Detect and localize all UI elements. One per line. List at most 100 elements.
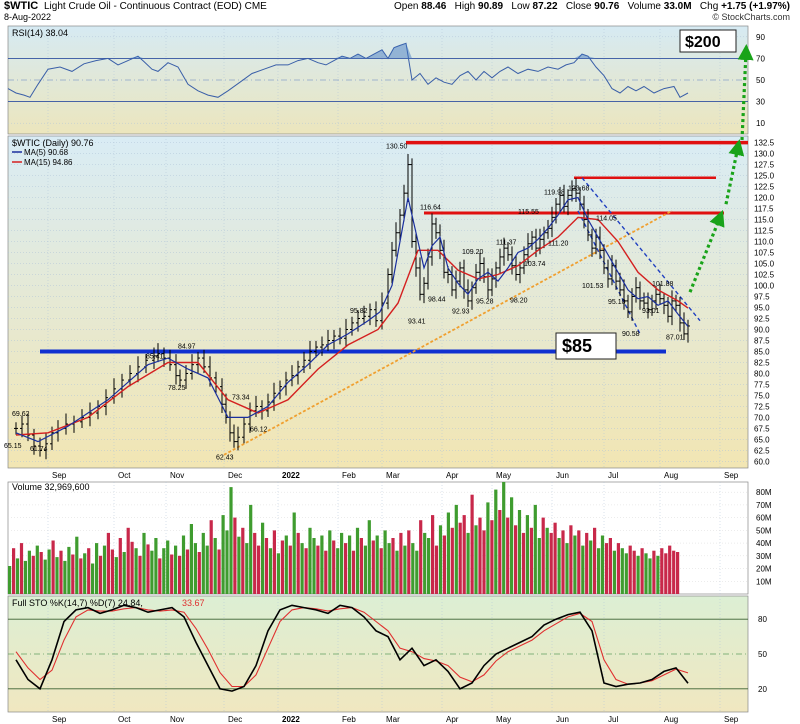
high-label: High — [454, 1, 476, 12]
stochastic-d-value: 33.67 — [182, 598, 205, 608]
volume-bar — [525, 515, 529, 594]
volume-bar — [23, 560, 27, 594]
volume-bar — [494, 489, 498, 594]
volume-bar — [506, 517, 510, 594]
volume-bar — [545, 527, 549, 594]
callout-85-box — [555, 332, 617, 360]
price-annotation: 65.15 — [4, 443, 22, 450]
volume-bar — [71, 554, 75, 594]
price-annotation: 90.58 — [622, 331, 640, 338]
volume-bar — [363, 545, 367, 594]
volume-bar — [549, 532, 553, 594]
volume-bar — [12, 548, 16, 594]
volume-bar — [593, 527, 597, 594]
volume-bar — [27, 550, 31, 594]
stochastic-y-tick: 50 — [758, 650, 767, 659]
x-tick-label-price: Nov — [170, 471, 184, 480]
volume-label: Volume — [627, 1, 661, 12]
volume-bar — [8, 566, 12, 594]
callout-200-box — [679, 29, 737, 53]
stockcharts-credit: © StockCharts.com — [712, 12, 790, 22]
volume-bar — [245, 543, 249, 594]
volume-bar — [328, 530, 332, 594]
volume-bar — [569, 525, 573, 594]
volume-bar — [462, 515, 466, 594]
close-label: Close — [565, 1, 592, 12]
price-y-tick: 127.5 — [754, 161, 775, 170]
price-y-tick: 125.0 — [754, 172, 775, 181]
callout-200-label: $200 — [685, 34, 721, 51]
rsi-y-tick: 10 — [756, 119, 765, 128]
volume-bar — [371, 540, 375, 594]
volume-y-tick: 40M — [756, 539, 772, 548]
volume-bar — [95, 543, 99, 594]
volume-bar — [351, 550, 356, 594]
volume-bar — [225, 530, 229, 594]
price-y-tick: 100.0 — [754, 282, 775, 291]
x-tick-label-bottom: Jul — [608, 715, 618, 724]
price-y-tick: 77.5 — [754, 380, 770, 389]
volume-bar — [668, 545, 672, 594]
x-tick-label-price: Sep — [724, 471, 739, 480]
volume-bar — [35, 545, 39, 594]
volume-bar — [134, 548, 138, 594]
ma5-line — [15, 196, 689, 443]
volume-bar — [197, 552, 201, 594]
volume-bar — [340, 532, 344, 594]
volume-y-tick: 50M — [756, 526, 772, 535]
volume-bar — [312, 538, 316, 594]
volume-bar — [577, 530, 581, 594]
volume-bar — [253, 532, 257, 594]
volume-bar — [146, 544, 150, 594]
volume-y-tick: 10M — [756, 577, 772, 586]
channel-upper-line — [581, 177, 701, 322]
volume-bar — [83, 553, 87, 594]
volume-bar — [118, 538, 122, 594]
x-tick-label-bottom: Oct — [118, 715, 131, 724]
ma15-line — [15, 216, 689, 436]
rsi-title: RSI(14) 38.04 — [12, 28, 68, 38]
volume-bar — [51, 540, 55, 594]
volume-bar — [110, 549, 114, 594]
price-annotation: 78.25 — [168, 385, 186, 392]
volume-bar — [106, 532, 110, 594]
price-y-tick: 132.5 — [754, 139, 775, 148]
x-tick-label-bottom: Jun — [556, 715, 569, 724]
price-annotation: 93.41 — [408, 318, 426, 325]
x-tick-label-bottom: Feb — [342, 715, 356, 724]
green-arrow-to-200 — [737, 44, 754, 141]
price-y-tick: 112.5 — [754, 227, 774, 236]
price-annotation: 69.62 — [12, 411, 30, 418]
volume-bar — [427, 538, 431, 594]
volume-bar — [174, 545, 178, 594]
volume-bar — [399, 532, 403, 594]
volume-bar — [264, 538, 269, 594]
stochastic-y-tick: 80 — [758, 615, 767, 624]
volume-bar — [478, 517, 482, 594]
price-y-tick: 80.0 — [754, 369, 770, 378]
price-title: $WTIC (Daily) 90.76 — [12, 138, 94, 148]
volume-bar — [154, 538, 158, 594]
volume-bar — [142, 532, 146, 594]
volume-bar — [332, 540, 336, 594]
volume-bar — [47, 549, 51, 594]
volume-bar — [201, 532, 205, 594]
x-tick-label-bottom: Nov — [170, 715, 184, 724]
volume-bar — [304, 548, 308, 594]
stochastic-y-tick: 20 — [758, 685, 767, 694]
open-value: 88.46 — [421, 1, 447, 12]
volume-bar — [130, 541, 134, 594]
volume-bar — [585, 532, 589, 594]
volume-bar — [288, 545, 292, 594]
volume-bar — [43, 559, 47, 594]
symbol-label: $WTIC — [4, 0, 39, 12]
volume-bar — [284, 535, 288, 594]
volume-bar — [498, 510, 502, 594]
volume-bar — [446, 512, 450, 594]
volume-bar — [565, 543, 569, 594]
price-annotation: 101.88 — [652, 281, 674, 288]
price-y-tick: 95.0 — [754, 303, 770, 312]
price-y-tick: 97.5 — [754, 293, 770, 302]
volume-bar — [628, 545, 632, 594]
volume-bar — [276, 553, 280, 594]
